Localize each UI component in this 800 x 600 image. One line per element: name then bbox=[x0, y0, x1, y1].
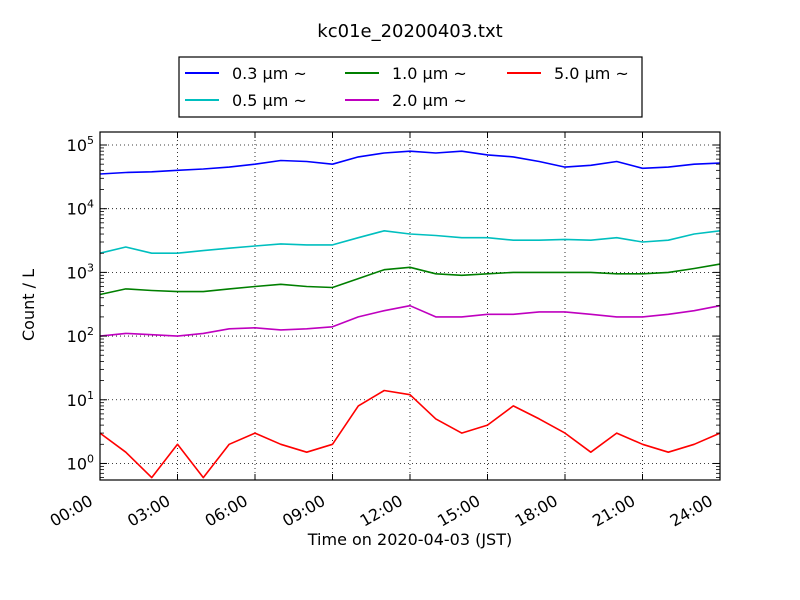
x-axis-label: Time on 2020-04-03 (JST) bbox=[307, 530, 512, 549]
series-line-1 bbox=[99, 230, 721, 254]
y-tick-label-base: 10 bbox=[67, 327, 87, 346]
legend: 0.3 μm ~ 0.5 μm ~ 1.0 μm ~ 2.0 μm ~ 5.0 μm ~ bbox=[178, 56, 643, 118]
legend-frame bbox=[178, 56, 643, 118]
series-line-2 bbox=[99, 263, 721, 296]
legend-label-0: 0.3 μm ~ bbox=[232, 64, 307, 83]
legend-item-0: 0.3 μm ~ bbox=[185, 64, 307, 83]
y-tick-label-exponent: 0 bbox=[87, 452, 94, 465]
y-tick-label-base: 10 bbox=[67, 263, 87, 282]
y-tick-label-base: 10 bbox=[67, 200, 87, 219]
y-tick-label-base: 10 bbox=[67, 391, 87, 410]
series-line-3 bbox=[99, 304, 721, 337]
legend-label-1: 0.5 μm ~ bbox=[232, 91, 307, 110]
legend-label-4: 5.0 μm ~ bbox=[554, 64, 629, 83]
series-line-0 bbox=[99, 150, 721, 175]
legend-item-2: 1.0 μm ~ bbox=[345, 64, 467, 83]
y-tick-label-exponent: 2 bbox=[87, 325, 94, 338]
y-tick-label-exponent: 1 bbox=[87, 389, 94, 402]
y-tick-label-exponent: 5 bbox=[87, 134, 94, 147]
legend-label-3: 2.0 μm ~ bbox=[392, 91, 467, 110]
y-tick-label: 104 bbox=[67, 198, 94, 219]
y-tick-label: 102 bbox=[67, 325, 94, 346]
y-axis-label: Count / L bbox=[19, 269, 38, 341]
y-tick-label-base: 10 bbox=[67, 136, 87, 155]
y-tick-label-exponent: 3 bbox=[87, 261, 94, 274]
y-tick-label-base: 10 bbox=[67, 454, 87, 473]
y-tick-label: 103 bbox=[67, 261, 94, 282]
legend-item-1: 0.5 μm ~ bbox=[185, 91, 307, 110]
series-line-4 bbox=[99, 389, 721, 479]
y-tick-label: 100 bbox=[67, 452, 94, 473]
chart-title: kc01e_20200403.txt bbox=[317, 21, 502, 42]
legend-item-4: 5.0 μm ~ bbox=[507, 64, 629, 83]
y-tick-label: 105 bbox=[67, 134, 94, 155]
y-tick-label-exponent: 4 bbox=[87, 198, 94, 211]
legend-item-3: 2.0 μm ~ bbox=[345, 91, 467, 110]
legend-label-2: 1.0 μm ~ bbox=[392, 64, 467, 83]
y-tick-label: 101 bbox=[67, 389, 94, 410]
